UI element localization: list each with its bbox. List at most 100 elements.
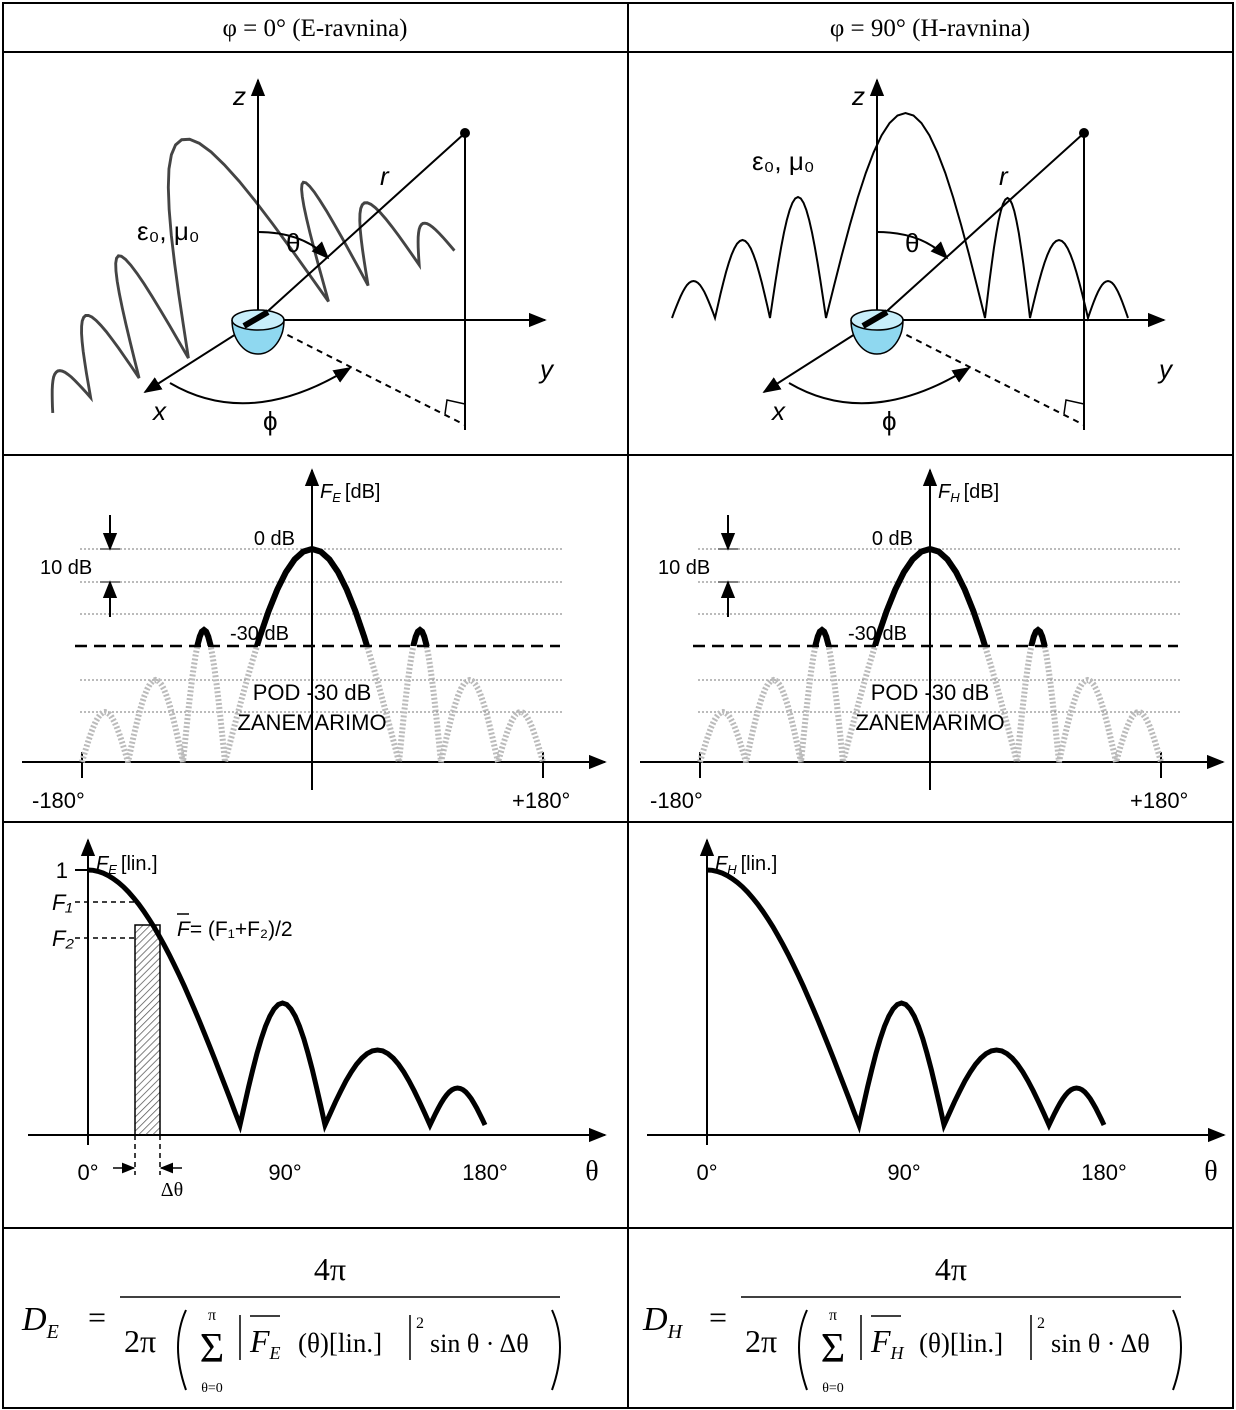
line [257,132,466,321]
tail: sin θ · Δθ [430,1329,529,1358]
x-tick-label: 0° [696,1160,717,1185]
note: ZANEMARIMO [237,710,386,735]
axis-label: y [538,354,555,384]
axis-title: FE [lin.] [96,853,158,877]
f-sub: E [269,1343,281,1363]
x-tick-label: 0° [77,1160,98,1185]
axis-sub: H [950,490,960,505]
axis-unit: [dB] [345,481,381,503]
args: (θ)[lin.] [298,1328,382,1358]
column-header: φ = 90° (H-ravnina) [830,15,1030,42]
tick-label: 1 [56,858,68,883]
numerator: 4π [935,1251,967,1287]
paren [1172,1309,1182,1391]
axis-sub: E [332,490,341,505]
sum-upper: π [208,1307,216,1324]
pattern-below-threshold [79,545,546,774]
level-label: -30 dB [230,623,289,645]
paren [798,1309,808,1391]
x-tick-label: 90° [268,1160,301,1185]
line [257,319,466,426]
level-label: -30 dB [848,623,907,645]
mean-formula: = (F₁+F₂)/2 [190,918,293,941]
sum-lower: θ=0 [822,1381,844,1396]
radiation-pattern [50,137,456,413]
pattern-linear [87,867,488,1134]
den-prefix: 2π [745,1323,777,1359]
axis-label: z [851,81,865,111]
level-label: F₂ [52,926,74,951]
args: (θ)[lin.] [919,1328,1003,1358]
angle-label: θ [286,228,300,258]
angle-label: θ [905,228,919,258]
axis-title: FE [dB] [320,481,380,505]
power: 2 [416,1315,424,1332]
equals: = [88,1299,106,1335]
medium-label: ε₀, μ₀ [137,216,200,246]
x-label: θ [1204,1156,1217,1187]
theta-arc [876,231,949,260]
lhs: D [21,1301,47,1338]
f-symbol: F [870,1323,891,1359]
level-label: 0 dB [872,528,913,550]
lhs-sub: H [667,1321,684,1343]
angle-label: ϕ [882,406,897,436]
pattern-linear [706,867,1107,1134]
tail: sin θ · Δθ [1051,1329,1150,1358]
axis-label: y [1157,354,1174,384]
x-tick-label: 180° [462,1160,508,1185]
formula-f: FE [249,1323,281,1363]
axis-label: r [380,161,390,191]
den-prefix: 2π [124,1323,156,1359]
pattern-above-threshold [812,545,1048,646]
right-angle [444,399,466,415]
lhs-sub: E [46,1321,59,1343]
integration-strip [134,924,161,1136]
sum-lower: θ=0 [201,1381,223,1396]
note: POD -30 dB [871,680,990,705]
mean-symbol: F [177,918,191,941]
x-label: θ [585,1156,598,1187]
line [876,319,1085,426]
lhs: D [642,1301,668,1338]
delta-label: Δθ [161,1179,183,1201]
formula-lhs: DH [642,1301,684,1343]
x-label: -180° [32,788,85,813]
f-symbol: F [249,1323,270,1359]
paren [177,1309,187,1391]
axis-sub: H [727,862,737,877]
axis-label: r [999,161,1009,191]
equals: = [709,1299,727,1335]
phi-arc [788,367,971,405]
f-sub: H [890,1343,905,1363]
x-label: +180° [512,788,570,813]
right-angle [1063,399,1085,415]
x-label: -180° [650,788,703,813]
note: ZANEMARIMO [855,710,1004,735]
sum: Σ [821,1326,845,1372]
axis-title: FH [dB] [938,481,999,505]
axis-label: z [232,81,246,111]
mean-label: F= (F₁+F₂)/2 [177,918,293,941]
numerator: 4π [314,1251,346,1287]
axis-symbol: F [715,853,729,875]
axis-label: x [151,396,167,426]
pattern-above-threshold [194,545,430,646]
axis-unit: [lin.] [741,853,778,875]
power: 2 [1037,1315,1045,1332]
axis-symbol: F [320,481,334,503]
medium-label: ε₀, μ₀ [752,146,815,176]
sum-upper: π [829,1307,837,1324]
axis-title: FH [lin.] [715,853,777,877]
x-tick-label: 90° [887,1160,920,1185]
angle-label: ϕ [263,406,278,436]
axis-label: x [770,396,786,426]
pattern-below-threshold [697,545,1164,763]
line [242,309,270,329]
radiation-pattern [671,111,1129,322]
level-label: F₁ [52,890,72,915]
axis-symbol: F [938,481,952,503]
line [876,132,1085,321]
